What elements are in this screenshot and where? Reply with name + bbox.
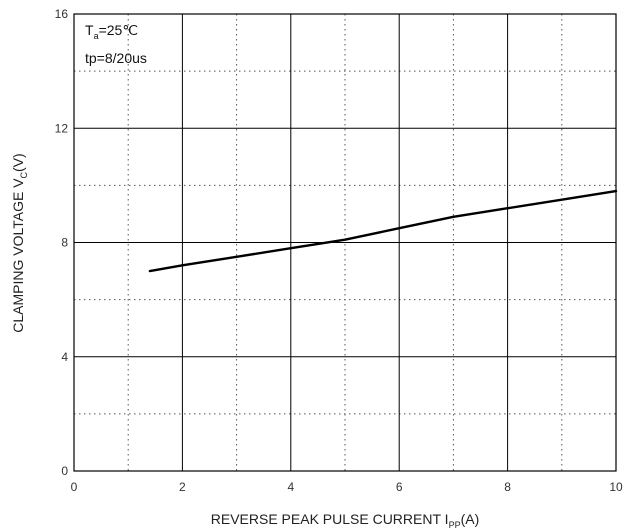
y-tick-label: 0 <box>61 464 68 478</box>
y-tick-label: 4 <box>61 350 68 364</box>
x-tick-label: 10 <box>609 480 623 494</box>
series-line <box>148 189 618 273</box>
major-grid <box>73 13 617 472</box>
x-tick-label: 6 <box>396 480 403 494</box>
x-tick-label: 4 <box>287 480 294 494</box>
annotation-temperature-suffix: =25℃ <box>99 22 138 38</box>
y-tick-label: 8 <box>61 236 68 250</box>
plot-frame <box>73 13 617 472</box>
x-tick-label: 2 <box>179 480 186 494</box>
x-axis-label-main: REVERSE PEAK PULSE CURRENT I <box>211 511 449 527</box>
minor-grid <box>74 14 616 471</box>
y-axis-label-sub: C <box>19 171 29 178</box>
y-tick-label: 16 <box>55 7 69 21</box>
annotation-temperature: Ta=25℃ <box>85 22 138 41</box>
x-axis-label-sub: PP <box>449 520 461 530</box>
y-axis-label: CLAMPING VOLTAGE VC(V) <box>10 153 29 332</box>
x-axis-label-suffix: (A) <box>461 511 480 527</box>
annotation-pulse: tp=8/20us <box>85 50 147 66</box>
y-tick-label: 12 <box>55 121 69 135</box>
annotation-temperature-sub: a <box>94 31 99 41</box>
annotation-temperature-main: T <box>85 22 94 38</box>
y-tick-labels: 0 4 8 12 16 <box>55 7 69 478</box>
x-axis-label: REVERSE PEAK PULSE CURRENT IPP(A) <box>211 511 480 530</box>
x-tick-label: 8 <box>504 480 511 494</box>
y-axis-label-main: CLAMPING VOLTAGE V <box>10 178 26 333</box>
y-axis-label-suffix: (V) <box>10 153 26 172</box>
series-layer <box>148 189 618 273</box>
x-tick-label: 0 <box>71 480 78 494</box>
x-tick-labels: 0 2 4 6 8 10 <box>71 480 623 494</box>
